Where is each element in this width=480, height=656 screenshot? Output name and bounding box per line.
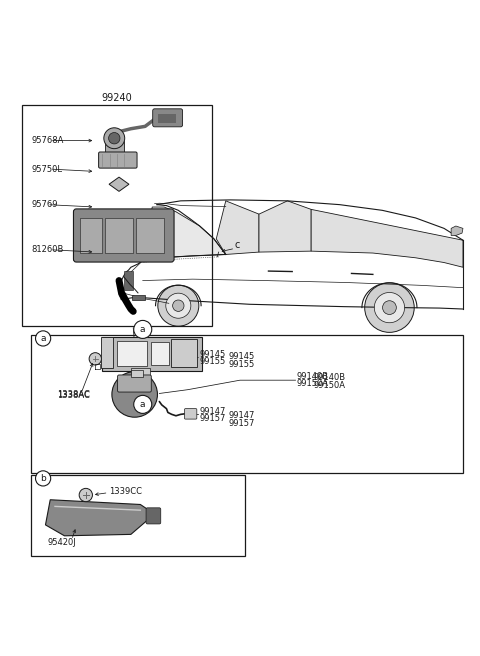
- Bar: [31, 475, 245, 556]
- Polygon shape: [143, 207, 226, 260]
- FancyBboxPatch shape: [73, 209, 174, 262]
- Polygon shape: [259, 201, 311, 252]
- FancyBboxPatch shape: [101, 337, 113, 368]
- Text: 1338AC: 1338AC: [57, 390, 90, 399]
- Bar: [31, 335, 463, 473]
- Text: 1338AC: 1338AC: [57, 391, 90, 400]
- Polygon shape: [311, 209, 463, 267]
- Polygon shape: [109, 177, 129, 192]
- Text: a: a: [140, 325, 145, 334]
- Text: 99145: 99145: [228, 352, 254, 361]
- Text: 99157: 99157: [200, 414, 226, 422]
- FancyBboxPatch shape: [98, 152, 137, 168]
- Polygon shape: [46, 500, 155, 536]
- FancyBboxPatch shape: [131, 370, 143, 377]
- Text: 1339CC: 1339CC: [109, 487, 143, 496]
- Circle shape: [79, 488, 93, 502]
- FancyBboxPatch shape: [136, 218, 164, 253]
- Circle shape: [374, 293, 405, 323]
- FancyBboxPatch shape: [118, 375, 151, 392]
- Text: b: b: [40, 474, 46, 483]
- FancyBboxPatch shape: [105, 218, 133, 253]
- Circle shape: [173, 300, 184, 312]
- FancyBboxPatch shape: [151, 342, 169, 365]
- Circle shape: [383, 300, 396, 314]
- FancyBboxPatch shape: [146, 508, 161, 524]
- Text: a: a: [140, 400, 145, 409]
- Circle shape: [36, 471, 51, 486]
- Circle shape: [134, 396, 152, 413]
- Polygon shape: [451, 226, 463, 236]
- Text: 99157: 99157: [228, 419, 254, 428]
- Text: 99147: 99147: [200, 407, 226, 415]
- Circle shape: [158, 285, 199, 326]
- Text: 81260B: 81260B: [31, 245, 64, 255]
- FancyBboxPatch shape: [158, 115, 177, 123]
- FancyBboxPatch shape: [131, 368, 150, 375]
- FancyBboxPatch shape: [102, 337, 202, 371]
- Text: a: a: [40, 334, 46, 343]
- FancyBboxPatch shape: [117, 341, 147, 366]
- Polygon shape: [216, 201, 259, 255]
- Circle shape: [112, 372, 157, 417]
- Circle shape: [89, 353, 101, 365]
- FancyBboxPatch shape: [184, 409, 197, 419]
- Text: 95750L: 95750L: [31, 165, 62, 174]
- Text: 99240: 99240: [101, 92, 132, 102]
- Text: 99155: 99155: [200, 357, 226, 365]
- Text: 99145: 99145: [200, 350, 226, 359]
- Circle shape: [104, 128, 125, 149]
- FancyBboxPatch shape: [171, 339, 197, 367]
- Circle shape: [36, 331, 51, 346]
- FancyBboxPatch shape: [105, 141, 124, 152]
- Circle shape: [166, 293, 191, 318]
- Text: 99140B: 99140B: [313, 373, 346, 382]
- Circle shape: [134, 320, 152, 338]
- Text: 99140B: 99140B: [297, 372, 329, 381]
- FancyBboxPatch shape: [124, 271, 133, 290]
- Text: 99150A: 99150A: [297, 379, 329, 388]
- Text: 99155: 99155: [228, 359, 254, 369]
- FancyBboxPatch shape: [132, 295, 145, 300]
- Circle shape: [108, 133, 120, 144]
- Text: 99150A: 99150A: [313, 381, 346, 390]
- FancyBboxPatch shape: [153, 109, 182, 127]
- Text: 95420J: 95420J: [48, 538, 77, 547]
- Text: 95768A: 95768A: [31, 136, 64, 145]
- Text: 95769: 95769: [31, 200, 58, 209]
- Text: c: c: [235, 240, 240, 250]
- Text: 99147: 99147: [228, 411, 254, 420]
- Bar: [22, 105, 212, 325]
- Circle shape: [365, 283, 414, 333]
- FancyBboxPatch shape: [80, 218, 102, 253]
